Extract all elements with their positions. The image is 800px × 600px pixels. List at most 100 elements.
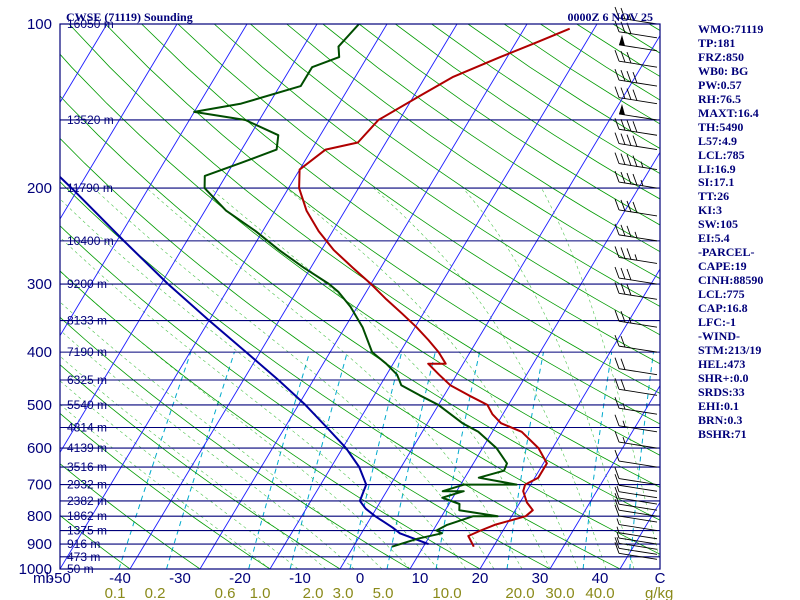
wind-barb-shaft xyxy=(618,388,658,396)
mixing-ratio-tick-label: 0.2 xyxy=(145,585,166,600)
chart-title: CWSE (71119) Sounding xyxy=(66,10,193,24)
wind-barb-shaft xyxy=(618,292,658,300)
wind-barb-half-flag xyxy=(616,518,620,525)
wind-barb xyxy=(614,474,658,492)
sounding-profiles xyxy=(60,24,571,548)
index-row: TT:26 xyxy=(698,189,730,204)
index-row: PW:0.57 xyxy=(698,77,742,92)
index-row: SRDS:33 xyxy=(698,384,745,399)
index-row: BSHR:71 xyxy=(698,426,747,441)
wind-barb-flag xyxy=(620,119,626,131)
temperature-tick-label: -10 xyxy=(289,570,311,587)
height-label: 9200 m xyxy=(67,277,107,291)
valid-time: 0000Z 6 NOV 25 xyxy=(568,10,653,24)
pressure-unit-label: mb xyxy=(33,570,54,587)
wind-barb xyxy=(614,282,658,300)
height-label: 4814 m xyxy=(67,420,107,434)
mixing-ratio-tick-label: 0.1 xyxy=(105,585,126,600)
wind-barb-flag xyxy=(620,171,626,184)
wind-barb-flag xyxy=(620,224,626,237)
wind-barb-flag xyxy=(614,537,620,549)
wind-barb-flag xyxy=(620,283,626,295)
wind-barb-flag xyxy=(620,133,626,145)
height-label: 2932 m xyxy=(67,478,107,492)
isotherm xyxy=(339,34,660,569)
wind-barb-flag xyxy=(620,379,626,391)
mixing-ratio-unit-label: g/kg xyxy=(645,585,673,600)
isotherm xyxy=(549,384,660,569)
height-label: 11790 m xyxy=(67,181,113,195)
temperature-tick-label: 0 xyxy=(356,570,364,587)
index-row: EI:5.4 xyxy=(698,231,730,246)
mixing-ratio-tick-label: 3.0 xyxy=(333,585,354,600)
height-label: 10400 m xyxy=(67,234,114,248)
wind-barb-flag xyxy=(614,486,620,499)
wind-barb-flag xyxy=(620,335,626,348)
wind-barb-flag xyxy=(632,121,638,133)
wind-barb-flag xyxy=(614,414,620,426)
wind-barb-shaft xyxy=(618,256,658,264)
isotherm xyxy=(269,24,598,569)
wind-barb-shaft xyxy=(618,532,658,540)
temperature-tick-label: C xyxy=(655,570,666,587)
height-label: 7190 m xyxy=(67,345,107,359)
wind-barb-shaft xyxy=(618,441,658,449)
isotherm xyxy=(60,24,178,220)
wind-barb xyxy=(614,467,658,486)
temperature-tick-label: -20 xyxy=(229,570,251,587)
pressure-tick-label: 100 xyxy=(27,16,52,33)
wind-barb-shaft xyxy=(618,181,658,189)
wind-barb-flag xyxy=(614,198,620,211)
pressure-tick-label: 900 xyxy=(27,536,52,553)
wind-barb-half-flag xyxy=(616,526,620,533)
wind-barb-flag xyxy=(632,173,638,186)
wind-barb xyxy=(618,34,658,52)
index-row: RH:76.5 xyxy=(698,91,741,106)
mixing-ratio-tick-label: 1.0 xyxy=(250,585,271,600)
wind-barb xyxy=(616,537,658,550)
moist-adiabat xyxy=(60,380,299,569)
isotherm xyxy=(479,268,660,569)
wind-barb-shaft xyxy=(618,44,658,52)
wind-barb xyxy=(614,486,658,505)
temperature-tick-label: 10 xyxy=(412,570,429,587)
wind-barb xyxy=(614,493,658,511)
wind-barb-shaft xyxy=(618,503,658,511)
temperature-tick-label: -40 xyxy=(109,570,131,587)
wind-barb-shaft xyxy=(618,547,658,555)
wind-barb-flag xyxy=(614,132,620,144)
wind-barb xyxy=(614,310,658,328)
wind-barb-flag xyxy=(632,89,638,101)
index-row: HEL:473 xyxy=(698,356,746,371)
wind-barb-flag xyxy=(614,467,620,479)
wind-barb-flag xyxy=(626,88,632,100)
height-label: 3516 m xyxy=(67,460,107,474)
wind-barb-flag xyxy=(614,504,620,517)
wind-barb-half-flag xyxy=(640,161,644,168)
wind-barb-shaft xyxy=(618,143,658,151)
wind-barb-shaft xyxy=(618,509,658,517)
wind-barb xyxy=(614,198,658,217)
pressure-tick-label: 200 xyxy=(27,180,52,197)
wind-barb-flag xyxy=(620,7,626,20)
wind-barb xyxy=(614,170,658,189)
height-label: 916 m xyxy=(67,537,100,551)
wind-barb-flag xyxy=(614,449,620,462)
index-row: TH:5490 xyxy=(698,119,744,134)
wind-barb-flag xyxy=(626,120,632,132)
wind-barb xyxy=(614,86,658,105)
wind-barb-half-flag xyxy=(640,179,644,187)
index-row: LCL:785 xyxy=(698,147,745,162)
wind-barb-shaft xyxy=(618,478,658,486)
wind-barb-shaft xyxy=(618,113,658,121)
wind-barb-flag xyxy=(626,51,632,64)
index-row: CAP:16.8 xyxy=(698,301,748,316)
wind-barb-flag xyxy=(620,247,626,259)
wind-barb xyxy=(614,397,658,415)
wind-barb xyxy=(614,504,658,523)
wind-barb xyxy=(614,499,658,517)
wind-barb-flag xyxy=(614,430,620,443)
wind-barb-flag xyxy=(614,282,620,294)
wind-barb xyxy=(614,118,658,136)
